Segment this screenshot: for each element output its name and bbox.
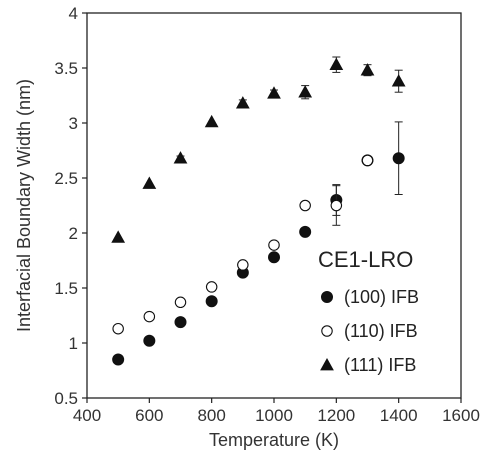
data-point (298, 85, 313, 98)
data-point (143, 310, 156, 323)
series-2 (112, 154, 374, 335)
data-point (329, 57, 344, 71)
series-3 (111, 56, 406, 243)
legend-title: CE1-LRO (318, 247, 413, 272)
data-point (268, 251, 280, 264)
x-axis: 400 600 800 1000 1200 1400 1600 (73, 398, 480, 425)
y-tick-label: 2 (69, 224, 78, 243)
x-tick-label: 1000 (255, 406, 293, 425)
data-point (299, 199, 311, 212)
x-tick-label: 1600 (442, 406, 480, 425)
data-point (361, 154, 374, 167)
legend: CE1-LRO (100) IFB (110) IFB (111) IFB (318, 247, 419, 375)
legend-label: (100) IFB (344, 287, 419, 307)
legend-marker (321, 291, 333, 303)
data-point (392, 152, 405, 165)
y-tick-label: 4 (69, 4, 78, 23)
data-point (360, 63, 375, 76)
data-point (111, 230, 126, 243)
data-point (174, 296, 187, 309)
data-point (205, 281, 218, 293)
data-point (143, 334, 156, 347)
data-point (112, 322, 124, 335)
data-point (235, 96, 250, 109)
y-tick-label: 0.5 (54, 389, 78, 408)
data-point (174, 316, 187, 329)
data-point (204, 114, 219, 128)
data-point (267, 86, 281, 99)
legend-label: (110) IFB (344, 321, 418, 341)
data-point (142, 176, 157, 189)
data-point (205, 295, 218, 308)
data-point (330, 199, 343, 212)
y-axis: 0.5 1 1.5 2 2.5 3 3.5 4 (54, 4, 87, 408)
x-tick-label: 600 (135, 406, 163, 425)
data-point (391, 74, 406, 87)
x-tick-label: 1200 (317, 406, 355, 425)
data-point (299, 225, 312, 238)
y-tick-label: 3 (69, 114, 78, 133)
legend-marker (321, 325, 333, 337)
x-tick-label: 800 (197, 406, 225, 425)
x-axis-title: Temperature (K) (209, 430, 339, 450)
y-tick-label: 1 (69, 334, 78, 353)
data-point (112, 353, 125, 366)
x-tick-label: 400 (73, 406, 101, 425)
y-tick-label: 1.5 (54, 279, 78, 298)
y-tick-label: 3.5 (54, 59, 78, 78)
legend-marker (320, 357, 334, 371)
legend-label: (111) IFB (344, 355, 416, 375)
y-tick-label: 2.5 (54, 169, 78, 188)
y-axis-title: Interfacial Boundary Width (nm) (14, 79, 34, 332)
x-tick-label: 1400 (380, 406, 418, 425)
data-point (237, 259, 249, 271)
series-layer (111, 56, 406, 366)
data-point (173, 151, 188, 164)
data-point (268, 239, 280, 251)
